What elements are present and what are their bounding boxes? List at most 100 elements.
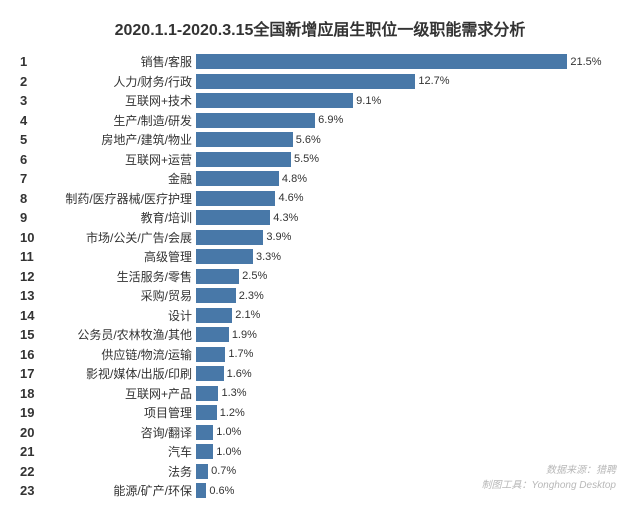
row-rank: 15 <box>20 327 46 342</box>
row-value: 4.6% <box>278 192 303 204</box>
bar <box>196 132 293 147</box>
bar <box>196 308 232 323</box>
chart-footer: 数据来源：猎聘 制图工具：Yonghong Desktop <box>481 463 616 493</box>
bar <box>196 405 217 420</box>
bar <box>196 230 263 245</box>
row-value: 5.5% <box>294 153 319 165</box>
chart-row: 17影视/媒体/出版/印刷 1.6% <box>20 364 620 384</box>
bar <box>196 425 213 440</box>
row-value: 21.5% <box>570 56 601 68</box>
bar-area: 1.0% <box>196 425 620 440</box>
row-label: 汽车 <box>46 443 196 460</box>
chart-row: 20咨询/翻译1.0% <box>20 423 620 443</box>
bar <box>196 347 225 362</box>
bar <box>196 483 206 498</box>
row-label: 房地产/建筑/物业 <box>46 131 196 148</box>
bar-area: 1.2% <box>196 405 620 420</box>
bar <box>196 93 353 108</box>
bar <box>196 444 213 459</box>
chart-row: 8制药/医疗器械/医疗护理4.6% <box>20 189 620 209</box>
chart-row: 14设计2.1% <box>20 306 620 326</box>
row-value: 3.9% <box>266 231 291 243</box>
chart-row: 2人力/财务/行政 12.7% <box>20 72 620 92</box>
chart-row: 21汽车1.0% <box>20 442 620 462</box>
row-rank: 9 <box>20 210 46 225</box>
chart-row: 9教育/培训 4.3% <box>20 208 620 228</box>
bar <box>196 113 315 128</box>
chart-row: 10市场/公关/广告/会展3.9% <box>20 228 620 248</box>
chart-row: 16供应链/物流/运输1.7% <box>20 345 620 365</box>
bar <box>196 191 275 206</box>
bar-area: 4.3% <box>196 210 620 225</box>
row-rank: 2 <box>20 74 46 89</box>
bar <box>196 386 218 401</box>
row-label: 影视/媒体/出版/印刷 <box>46 365 196 382</box>
row-rank: 22 <box>20 464 46 479</box>
bar <box>196 152 291 167</box>
row-label: 公务员/农林牧渔/其他 <box>46 326 196 343</box>
row-rank: 13 <box>20 288 46 303</box>
bar-area: 4.6% <box>196 191 620 206</box>
row-label: 项目管理 <box>46 404 196 421</box>
bar-area: 2.5% <box>196 269 620 284</box>
chart-row: 11高级管理3.3% <box>20 247 620 267</box>
footer-source: 数据来源：猎聘 <box>481 463 616 478</box>
row-rank: 21 <box>20 444 46 459</box>
row-label: 高级管理 <box>46 248 196 265</box>
row-label: 能源/矿产/环保 <box>46 482 196 499</box>
row-rank: 19 <box>20 405 46 420</box>
bar-area: 3.9% <box>196 230 620 245</box>
row-label: 市场/公关/广告/会展 <box>46 229 196 246</box>
bar <box>196 269 239 284</box>
row-value: 4.8% <box>282 173 307 185</box>
bar-area: 4.8% <box>196 171 620 186</box>
row-rank: 18 <box>20 386 46 401</box>
row-value: 2.1% <box>235 309 260 321</box>
bar-area: 5.6% <box>196 132 620 147</box>
row-label: 互联网+运营 <box>46 151 196 168</box>
row-value: 2.3% <box>239 290 264 302</box>
bar <box>196 249 253 264</box>
row-value: 4.3% <box>273 212 298 224</box>
chart-row: 4生产/制造/研发6.9% <box>20 111 620 131</box>
row-rank: 11 <box>20 249 46 264</box>
bar-area: 2.1% <box>196 308 620 323</box>
bar-area: 12.7% <box>196 74 620 89</box>
chart-row: 7金融4.8% <box>20 169 620 189</box>
row-rank: 14 <box>20 308 46 323</box>
row-value: 1.7% <box>228 348 253 360</box>
chart-row: 13采购/贸易2.3% <box>20 286 620 306</box>
row-value: 0.6% <box>209 485 234 497</box>
chart-row: 1销售/客服 21.5% <box>20 52 620 72</box>
row-rank: 1 <box>20 54 46 69</box>
bar <box>196 171 279 186</box>
chart-rows: 1销售/客服21.5%2人力/财务/行政12.7%3互联网+技术9.1%4生产/… <box>20 52 620 501</box>
job-demand-chart: 2020.1.1-2020.3.15全国新增应届生职位一级职能需求分析 1销售/… <box>0 0 640 515</box>
bar <box>196 366 224 381</box>
row-label: 教育/培训 <box>46 209 196 226</box>
row-rank: 17 <box>20 366 46 381</box>
row-value: 12.7% <box>418 75 449 87</box>
row-rank: 20 <box>20 425 46 440</box>
row-rank: 12 <box>20 269 46 284</box>
row-value: 1.3% <box>221 387 246 399</box>
row-rank: 6 <box>20 152 46 167</box>
chart-row: 5房地产/建筑/物业5.6% <box>20 130 620 150</box>
bar <box>196 288 236 303</box>
row-rank: 8 <box>20 191 46 206</box>
row-label: 咨询/翻译 <box>46 424 196 441</box>
chart-row: 19项目管理1.2% <box>20 403 620 423</box>
row-label: 法务 <box>46 463 196 480</box>
bar-area: 21.5% <box>196 54 620 69</box>
row-label: 互联网+产品 <box>46 385 196 402</box>
bar <box>196 464 208 479</box>
footer-tool: 制图工具：Yonghong Desktop <box>481 478 616 493</box>
bar-area: 1.6% <box>196 366 620 381</box>
row-label: 销售/客服 <box>46 53 196 70</box>
row-value: 1.6% <box>227 368 252 380</box>
row-value: 9.1% <box>356 95 381 107</box>
row-rank: 23 <box>20 483 46 498</box>
row-label: 人力/财务/行政 <box>46 73 196 90</box>
row-value: 1.9% <box>232 329 257 341</box>
row-value: 2.5% <box>242 270 267 282</box>
